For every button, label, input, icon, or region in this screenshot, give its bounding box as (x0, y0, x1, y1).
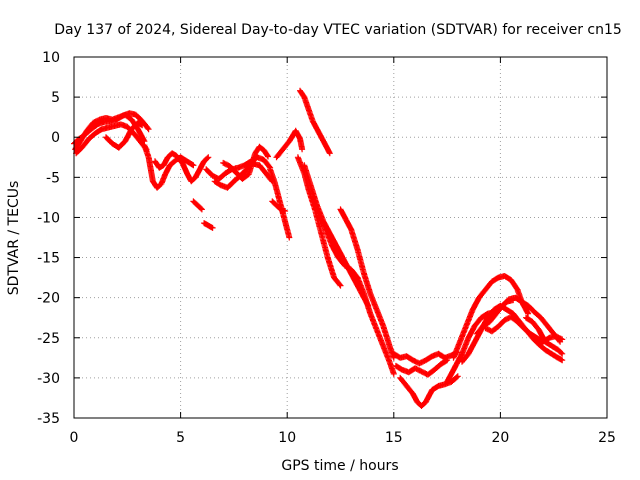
x-tick-labels: 0 5 10 15 20 25 (70, 430, 616, 446)
series-arc-20 (390, 349, 461, 367)
y-tick-label: -15 (37, 251, 60, 267)
series-arc-26 (473, 294, 564, 345)
data-marker-path (397, 373, 461, 409)
x-tick-label: 10 (278, 430, 296, 446)
series-arc-7 (190, 198, 205, 213)
y-tick-label: -20 (37, 291, 60, 307)
tick-marks (73, 56, 608, 419)
data-marker-path (103, 119, 146, 151)
data-points (71, 87, 566, 409)
data-marker-path (390, 349, 461, 367)
y-tick-label: -25 (37, 331, 60, 347)
y-tick-label: -35 (37, 411, 60, 427)
data-marker-path (337, 206, 397, 361)
y-tick-label: -5 (46, 170, 60, 186)
series-arc-4 (103, 119, 146, 151)
series-arc-14 (269, 198, 289, 214)
series-arc-22 (397, 373, 461, 409)
data-marker-path (201, 220, 216, 231)
data-marker-path (152, 150, 212, 185)
series-arc-2 (73, 121, 150, 157)
series-arc-11 (220, 143, 271, 182)
series-arc-6 (152, 150, 212, 185)
data-marker-path (523, 314, 566, 357)
data-marker-path (73, 121, 150, 157)
series-arc-21 (392, 357, 451, 378)
y-tick-labels: 10 5 0 -5 -10 -15 -20 -25 -30 -35 (37, 50, 60, 427)
series-arc-18 (309, 194, 397, 377)
data-marker-path (220, 143, 271, 182)
x-tick-label: 15 (385, 430, 403, 446)
series-arc-13 (273, 127, 306, 161)
y-tick-label: 10 (42, 50, 60, 66)
y-tick-label: 5 (51, 90, 60, 106)
x-tick-label: 0 (70, 430, 79, 446)
plot-frame (73, 56, 608, 419)
series-arc-8 (201, 220, 216, 231)
y-tick-label: -10 (37, 210, 60, 226)
data-marker-path (273, 127, 306, 161)
x-tick-label: 20 (491, 430, 509, 446)
series-arc-19 (337, 206, 397, 361)
data-marker-path (392, 357, 451, 378)
x-tick-label: 25 (598, 430, 616, 446)
data-marker-path (473, 294, 564, 345)
y-tick-label: -30 (37, 371, 60, 387)
series-arc-15 (297, 87, 333, 157)
chart-title: Day 137 of 2024, Sidereal Day-to-day VTE… (54, 22, 622, 38)
y-axis-label: SDTVAR / TECUs (6, 181, 22, 296)
series-arc-28 (523, 314, 566, 357)
data-marker-path (309, 194, 397, 377)
data-marker-path (297, 87, 333, 157)
data-marker-path (269, 198, 289, 214)
y-tick-label: 0 (51, 130, 60, 146)
x-axis-label: GPS time / hours (281, 458, 398, 474)
x-tick-label: 5 (176, 430, 185, 446)
data-marker-path (190, 198, 205, 213)
